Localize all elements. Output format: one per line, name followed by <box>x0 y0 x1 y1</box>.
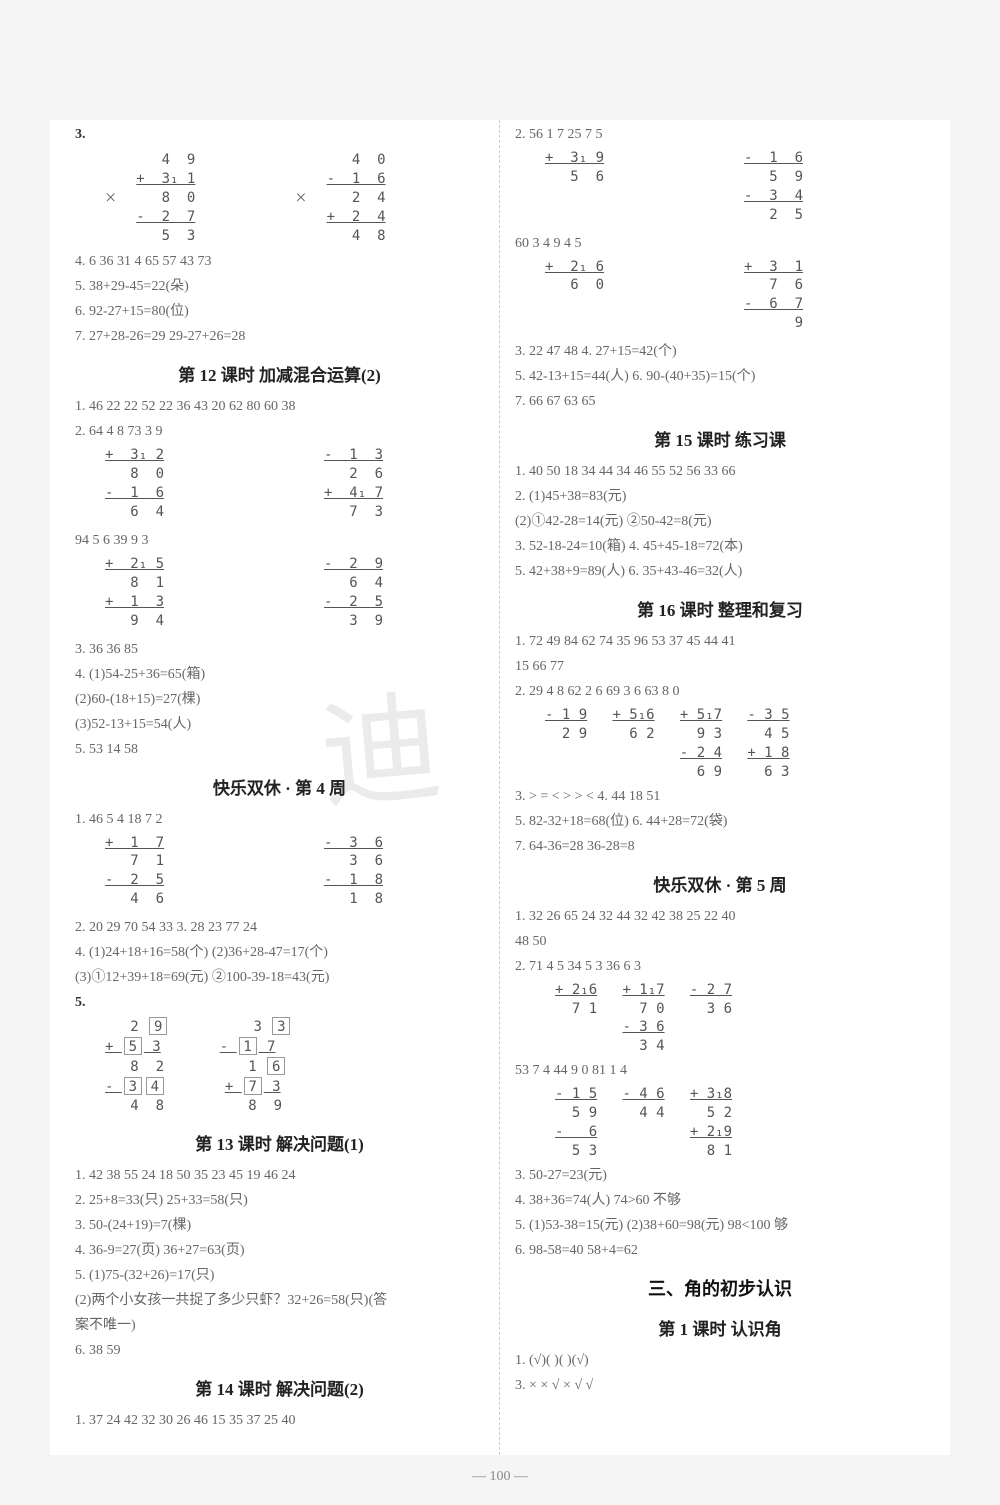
calc-block: 2 9 3 3 + 5 3 - 1 7 8 2 1 6 - 34 + 7 3 4… <box>105 1017 292 1115</box>
w5-4: 4. 38+36=74(人) 74>60 不够 <box>515 1190 925 1211</box>
q6: 6. 92-27+15=80(位) <box>75 301 484 322</box>
w5-1b: 48 50 <box>515 931 925 952</box>
l16-3: 3. > = < > > < 4. 44 18 51 <box>515 786 925 807</box>
page-number: — 100 — <box>472 1469 528 1485</box>
l16-1: 1. 72 49 84 62 74 35 96 53 37 45 44 41 <box>515 631 925 652</box>
w5-1: 1. 32 26 65 24 32 44 32 42 38 25 22 40 <box>515 906 925 927</box>
r2: 2. 56 1 7 25 7 5 <box>515 124 925 145</box>
r5: 5. 42-13+15=44(人) 6. 90-(40+35)=15(个) <box>515 366 925 387</box>
l16-1b: 15 66 77 <box>515 656 925 677</box>
q5: 5. 38+29-45=22(朵) <box>75 276 484 297</box>
q3-label: 3. <box>75 124 484 145</box>
l13-5a: 5. (1)75-(32+26)=17(只) <box>75 1265 484 1286</box>
w5-calc2: - 1 5 - 4 6 + 3₁8 5 9 4 4 5 2 - 6 + 2₁9 … <box>555 1085 925 1161</box>
q7: 7. 27+28-26=29 29-27+26=28 <box>75 326 484 347</box>
r3: 3. 22 47 48 4. 27+15=42(个) <box>515 341 925 362</box>
l16-2: 2. 29 4 8 62 2 6 69 3 6 63 8 0 <box>515 681 925 702</box>
r7: 7. 66 67 63 65 <box>515 391 925 412</box>
w5-calc1: + 2₁6 + 1₁7 - 2 7 7 1 7 0 3 6 - 3 6 3 4 <box>555 981 925 1057</box>
l16-7: 7. 64-36=28 36-28=8 <box>515 836 925 857</box>
heading-chapter3: 三、角的初步认识 <box>515 1275 925 1301</box>
calc-block: + 3 1 7 6 - 6 7 9 <box>744 258 803 334</box>
w4-5: 5. <box>75 992 484 1013</box>
l13-6: 6. 38 59 <box>75 1340 484 1361</box>
left-column: 3. × 4 9 + 3₁ 1 8 0 - 2 7 5 3 × 4 0 - 1 … <box>60 120 500 1455</box>
l12-1: 1. 46 22 22 52 22 36 43 20 62 80 60 38 <box>75 396 484 417</box>
calc-block: - 1 3 2 6 + 4₁ 7 7 3 <box>324 446 383 522</box>
r2-calc-row2: + 2₁ 6 6 0 + 3 1 7 6 - 6 7 9 <box>545 258 925 334</box>
l12-4c: (3)52-13+15=54(人) <box>75 714 484 735</box>
l12-calc-row2: + 2₁ 5 8 1 + 1 3 9 4 - 2 9 6 4 - 2 5 3 9 <box>105 555 484 631</box>
w4-4b: (3)①12+39+18=69(元) ②100-39-18=43(元) <box>75 967 484 988</box>
w4-1: 1. 46 5 4 18 7 2 <box>75 809 484 830</box>
r2b: 60 3 4 9 4 5 <box>515 233 925 254</box>
l12-2a: 2. 64 4 8 73 3 9 <box>75 421 484 442</box>
w5-2b: 53 7 4 44 9 0 81 1 4 <box>515 1060 925 1081</box>
heading-week4: 快乐双休 · 第 4 周 <box>75 774 484 799</box>
r2-calc-row1: + 3₁ 9 5 6 - 1 6 5 9 - 3 4 2 5 <box>545 149 925 225</box>
calc-block: + 2₁ 6 6 0 <box>545 258 604 334</box>
l16-5: 5. 82-32+18=68(位) 6. 44+28=72(袋) <box>515 811 925 832</box>
l15-5: 5. 42+38+9=89(人) 6. 35+43-46=32(人) <box>515 561 925 582</box>
w4-4a: 4. (1)24+18+16=58(个) (2)36+28-47=17(个) <box>75 942 484 963</box>
cross-icon: × <box>295 187 306 210</box>
l12-4b: (2)60-(18+15)=27(棵) <box>75 689 484 710</box>
q3-calcs: × 4 9 + 3₁ 1 8 0 - 2 7 5 3 × 4 0 - 1 6 2… <box>105 151 484 245</box>
ch3-1: 1. (√)( )( )(√) <box>515 1350 925 1371</box>
l12-3: 3. 36 36 85 <box>75 639 484 660</box>
w5-3: 3. 50-27=23(元) <box>515 1165 925 1186</box>
calc-block: + 3₁ 2 8 0 - 1 6 6 4 <box>105 446 164 522</box>
right-column: 2. 56 1 7 25 7 5 + 3₁ 9 5 6 - 1 6 5 9 - … <box>500 120 940 1455</box>
w4-2: 2. 20 29 70 54 33 3. 28 23 77 24 <box>75 917 484 938</box>
l13-2: 2. 25+8=33(只) 25+33=58(只) <box>75 1190 484 1211</box>
q4: 4. 6 36 31 4 65 57 43 73 <box>75 251 484 272</box>
heading-ch3-lesson1: 第 1 课时 认识角 <box>515 1315 925 1340</box>
calc-block: 4 9 + 3₁ 1 8 0 - 2 7 5 3 <box>136 151 195 245</box>
l13-5c: 案不唯一) <box>75 1315 484 1336</box>
calc-block: + 1 7 7 1 - 2 5 4 6 <box>105 834 164 910</box>
heading-lesson-16: 第 16 课时 整理和复习 <box>515 596 925 621</box>
w4-calc-row: + 1 7 7 1 - 2 5 4 6 - 3 6 3 6 - 1 8 1 8 <box>105 834 484 910</box>
l16-calc: - 1 9 + 5₁6 + 5₁7 - 3 5 2 9 6 2 9 3 4 5 … <box>545 706 925 782</box>
heading-lesson-15: 第 15 课时 练习课 <box>515 426 925 451</box>
calc-block: + 3₁ 9 5 6 <box>545 149 604 225</box>
l13-5b: (2)两个小女孩一共捉了多少只虾？32+26=58(只)(答 <box>75 1290 484 1311</box>
calc-block: 4 0 - 1 6 2 4 + 2 4 4 8 <box>327 151 386 245</box>
heading-week5: 快乐双休 · 第 5 周 <box>515 871 925 896</box>
calc-block: - 1 6 5 9 - 3 4 2 5 <box>744 149 803 225</box>
heading-lesson-12: 第 12 课时 加减混合运算(2) <box>75 361 484 386</box>
l15-2b: (2)①42-28=14(元) ②50-42=8(元) <box>515 511 925 532</box>
w5-5: 5. (1)53-38=15(元) (2)38+60=98(元) 98<100 … <box>515 1215 925 1236</box>
l12-4a: 4. (1)54-25+36=65(箱) <box>75 664 484 685</box>
l12-calc-row1: + 3₁ 2 8 0 - 1 6 6 4 - 1 3 2 6 + 4₁ 7 7 … <box>105 446 484 522</box>
calc-block: + 2₁ 5 8 1 + 1 3 9 4 <box>105 555 164 631</box>
w5-2: 2. 71 4 5 34 5 3 36 6 3 <box>515 956 925 977</box>
l13-3: 3. 50-(24+19)=7(棵) <box>75 1215 484 1236</box>
heading-lesson-13: 第 13 课时 解决问题(1) <box>75 1130 484 1155</box>
calc-block: - 3 6 3 6 - 1 8 1 8 <box>324 834 383 910</box>
l15-2a: 2. (1)45+38=83(元) <box>515 486 925 507</box>
l15-3: 3. 52-18-24=10(箱) 4. 45+45-18=72(本) <box>515 536 925 557</box>
calc-block: - 2 9 6 4 - 2 5 3 9 <box>324 555 383 631</box>
l13-1: 1. 42 38 55 24 18 50 35 23 45 19 46 24 <box>75 1165 484 1186</box>
w5-6: 6. 98-58=40 58+4=62 <box>515 1240 925 1261</box>
l14-1: 1. 37 24 42 32 30 26 46 15 35 37 25 40 <box>75 1410 484 1431</box>
w4-box-calc: 2 9 3 3 + 5 3 - 1 7 8 2 1 6 - 34 + 7 3 4… <box>105 1017 484 1115</box>
cross-icon: × <box>105 187 116 210</box>
l12-2b: 94 5 6 39 9 3 <box>75 530 484 551</box>
l12-5: 5. 53 14 58 <box>75 739 484 760</box>
ch3-3: 3. × × √ × √ √ <box>515 1375 925 1396</box>
l15-1: 1. 40 50 18 34 44 34 46 55 52 56 33 66 <box>515 461 925 482</box>
l13-4: 4. 36-9=27(页) 36+27=63(页) <box>75 1240 484 1261</box>
heading-lesson-14: 第 14 课时 解决问题(2) <box>75 1375 484 1400</box>
